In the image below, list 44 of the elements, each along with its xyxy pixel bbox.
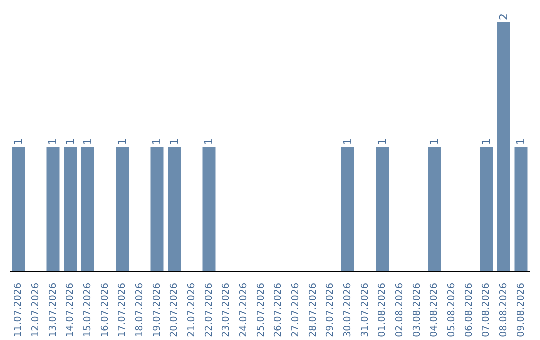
x-tick-label: 12.07.2026 [30,283,42,338]
data-label: 1 [116,138,130,146]
data-label: 1 [150,138,164,146]
x-tick-label: 22.07.2026 [204,283,215,338]
x-tick-label: 30.07.2026 [342,283,354,338]
x-tick-label: 03.08.2026 [412,283,423,338]
x-tick-label: 07.08.2026 [481,283,492,338]
data-label: 1 [341,138,354,146]
x-tick-label: 16.07.2026 [100,283,111,338]
x-tick-label: 23.07.2026 [221,283,232,338]
x-tick-label: 24.07.2026 [238,283,250,338]
x-tick-label: 20.07.2026 [169,283,180,338]
data-label: 1 [12,138,26,146]
data-label: 1 [480,138,494,146]
data-label: 1 [168,138,182,146]
x-tick-label: 06.08.2026 [464,283,475,338]
x-tick-label: 05.08.2026 [446,283,458,338]
data-label: 1 [376,138,390,146]
x-tick-label: 04.08.2026 [429,283,440,338]
x-tick-label: 15.07.2026 [82,283,94,338]
data-label: 1 [202,138,216,146]
x-tick-label: 27.07.2026 [290,283,302,338]
x-tick-label: 21.07.2026 [186,283,198,338]
x-tick-label: 02.08.2026 [394,283,406,338]
data-label: 1 [428,138,442,146]
data-label: 1 [64,138,78,146]
x-tick-label: 28.07.2026 [308,283,319,338]
data-label: 1 [514,138,528,146]
x-tick-label: 17.07.2026 [117,283,128,338]
x-tick-label: 19.07.2026 [152,283,163,338]
x-tick-label: 11.07.2026 [13,283,24,338]
data-label: 2 [497,13,510,20]
x-tick-label: 26.07.2026 [273,283,284,338]
x-tick-label: 25.07.2026 [256,283,267,338]
x-tick-label: 08.08.2026 [498,283,510,338]
x-tick-label: 13.07.2026 [48,283,59,338]
x-tick-label: 18.07.2026 [134,283,146,338]
x-tick-label: 14.07.2026 [65,283,76,338]
data-label: 1 [81,138,94,146]
x-tick-label: 09.08.2026 [516,283,527,338]
data-label: 1 [46,138,60,146]
x-tick-label: 31.07.2026 [360,283,371,338]
x-tick-label: 01.08.2026 [377,283,388,338]
x-tick-label: 29.07.2026 [325,283,336,338]
